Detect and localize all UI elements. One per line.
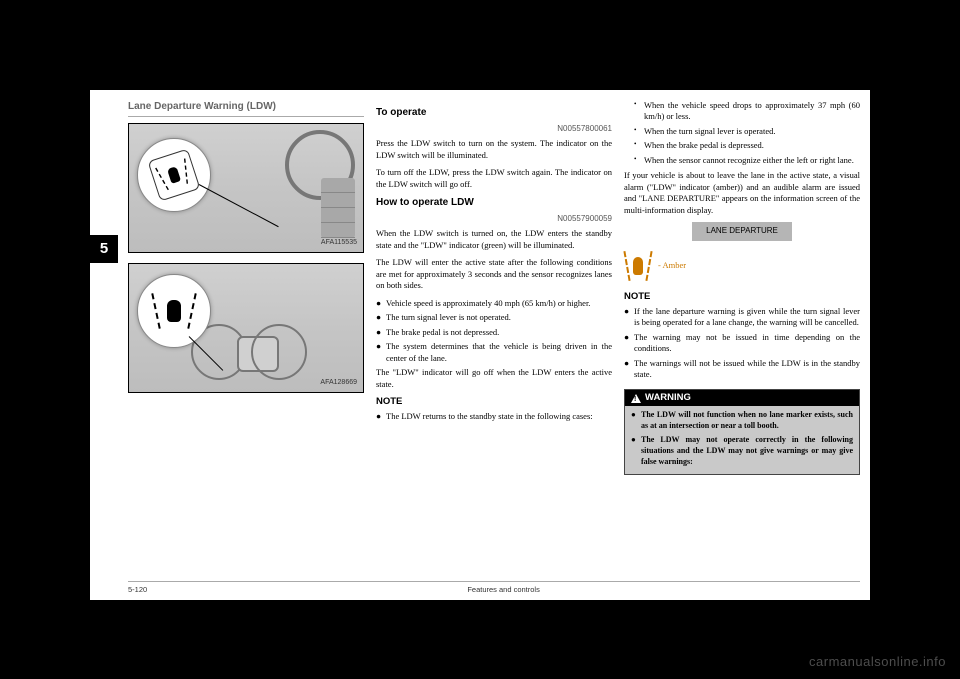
column-3: •When the vehicle speed drops to approxi… xyxy=(624,100,860,570)
note-heading: NOTE xyxy=(624,291,860,304)
bullet-text: The system determines that the vehicle i… xyxy=(386,341,612,364)
sub-bullet-item: •When the vehicle speed drops to approxi… xyxy=(624,100,860,123)
bullet-item: ●The turn signal lever is not operated. xyxy=(376,312,612,323)
switch-inset xyxy=(137,138,211,212)
bullet-item: ●The LDW will not function when no lane … xyxy=(631,410,853,432)
bullet-item: ●The brake pedal is not depressed. xyxy=(376,327,612,338)
ldw-switch-icon xyxy=(148,148,201,201)
page-title: Lane Departure Warning (LDW) xyxy=(128,100,364,117)
bullet-text: When the turn signal lever is operated. xyxy=(644,126,775,137)
chapter-number: 5 xyxy=(90,235,118,263)
sub-bullet-item: •When the sensor cannot recognize either… xyxy=(624,155,860,166)
page-number: 5-120 xyxy=(128,585,147,594)
page-footer: 5-120 Features and controls xyxy=(128,581,860,594)
manual-page: 5 Lane Departure Warning (LDW) xyxy=(90,90,870,600)
amber-indicator-row: - Amber xyxy=(624,249,860,283)
bullet-text: The LDW will not function when no lane m… xyxy=(641,410,853,432)
column-1: Lane Departure Warning (LDW) AFA115535 xyxy=(128,100,364,570)
bullet-item: ●The warning may not be issued in time d… xyxy=(624,332,860,355)
paragraph: The "LDW" indicator will go off when the… xyxy=(376,367,612,390)
bullet-item: ●The LDW returns to the standby state in… xyxy=(376,411,612,422)
figure-code: AFA115535 xyxy=(321,238,357,247)
warning-body: ●The LDW will not function when no lane … xyxy=(625,406,859,474)
column-2: To operate N00557800061 Press the LDW sw… xyxy=(376,100,612,570)
footer-center: Features and controls xyxy=(467,585,540,594)
paragraph: Press the LDW switch to turn on the syst… xyxy=(376,138,612,161)
ref-code: N00557900059 xyxy=(376,214,612,225)
heading-how-to-operate: How to operate LDW xyxy=(376,196,612,210)
sub-bullet-item: •When the brake pedal is depressed. xyxy=(624,140,860,151)
figure-indicator-location: AFA128669 xyxy=(128,263,364,393)
side-tab: 5 xyxy=(90,90,118,600)
bullet-item: ●The LDW may not operate correctly in th… xyxy=(631,435,853,467)
bullet-text: Vehicle speed is approximately 40 mph (6… xyxy=(386,298,612,309)
bullet-text: The LDW may not operate correctly in the… xyxy=(641,435,853,467)
indicator-inset xyxy=(137,274,211,348)
bullet-text: When the sensor cannot recognize either … xyxy=(644,155,854,166)
heading-to-operate: To operate xyxy=(376,106,612,120)
warning-box: WARNING ●The LDW will not function when … xyxy=(624,389,860,476)
dash-illustration xyxy=(199,124,363,252)
bullet-text: The warning may not be issued in time de… xyxy=(634,332,860,355)
bullet-item: ●The warnings will not be issued while t… xyxy=(624,358,860,381)
bullet-item: ●If the lane departure warning is given … xyxy=(624,306,860,329)
bullet-item: ●Vehicle speed is approximately 40 mph (… xyxy=(376,298,612,309)
bullet-text: The warnings will not be issued while th… xyxy=(634,358,860,381)
switch-panel-icon xyxy=(321,178,355,238)
amber-label: - Amber xyxy=(658,260,686,271)
bullet-item: ●The system determines that the vehicle … xyxy=(376,341,612,364)
figure-code: AFA128669 xyxy=(320,378,357,387)
bullet-text: If the lane departure warning is given w… xyxy=(634,306,860,329)
warning-triangle-icon xyxy=(631,394,641,403)
paragraph: When the LDW switch is turned on, the LD… xyxy=(376,228,612,251)
paragraph: To turn off the LDW, press the LDW switc… xyxy=(376,167,612,190)
figure-switch-location: AFA115535 xyxy=(128,123,364,253)
lane-departure-display: LANE DEPARTURE xyxy=(692,222,792,241)
warning-label: WARNING xyxy=(645,392,691,405)
watermark: carmanualsonline.info xyxy=(809,654,946,669)
bullet-text: The turn signal lever is not operated. xyxy=(386,312,612,323)
paragraph: If your vehicle is about to leave the la… xyxy=(624,170,860,216)
note-heading: NOTE xyxy=(376,396,612,409)
bullet-text: When the vehicle speed drops to approxim… xyxy=(644,100,860,123)
warning-heading: WARNING xyxy=(625,390,859,407)
ref-code: N00557800061 xyxy=(376,124,612,135)
bullet-text: The brake pedal is not depressed. xyxy=(386,327,612,338)
sub-bullet-item: •When the turn signal lever is operated. xyxy=(624,126,860,137)
bullet-text: The LDW returns to the standby state in … xyxy=(386,411,612,422)
content-columns: Lane Departure Warning (LDW) AFA115535 xyxy=(128,100,860,570)
bullet-text: When the brake pedal is depressed. xyxy=(644,140,764,151)
gauge-icon xyxy=(251,324,307,380)
ldw-indicator-icon xyxy=(157,291,191,331)
ldw-amber-icon xyxy=(624,249,652,283)
paragraph: The LDW will enter the active state afte… xyxy=(376,257,612,291)
